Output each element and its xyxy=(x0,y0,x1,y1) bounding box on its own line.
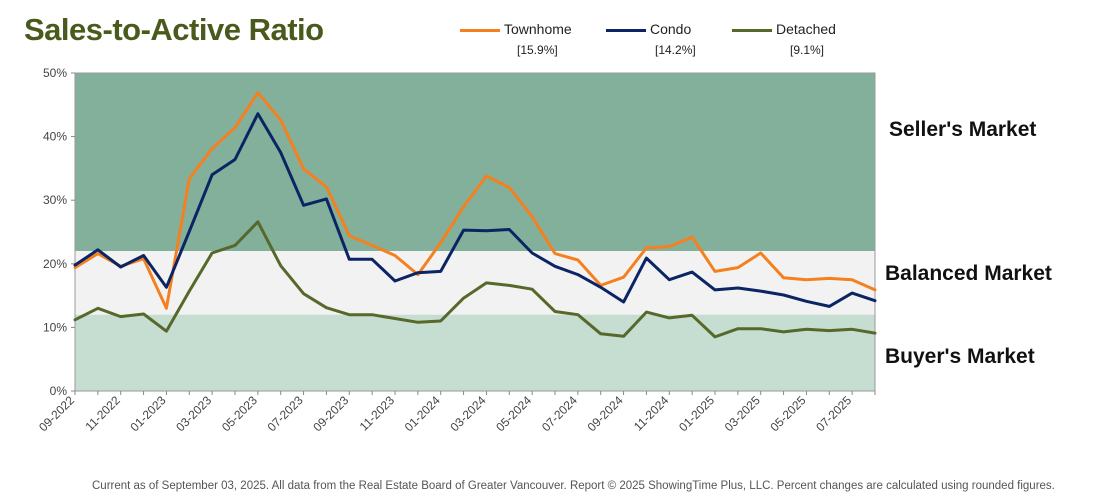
x-tick-label: 07-2024 xyxy=(539,393,580,434)
y-axis: 0% 10% 20% 30% 40% 50% xyxy=(43,66,75,398)
legend-townhome: Townhome xyxy=(460,21,572,37)
x-tick-label: 09-2023 xyxy=(310,393,351,434)
x-tick-label: 07-2025 xyxy=(813,393,854,434)
legend-condo: Condo xyxy=(606,21,691,37)
zone-label-sellers: Seller's Market xyxy=(889,118,1037,141)
x-tick-label: 09-2024 xyxy=(585,393,626,434)
x-tick-label: 01-2025 xyxy=(676,393,717,434)
legend-label-townhome: Townhome xyxy=(504,21,572,37)
x-axis: 09-2022 11-2022 01-2023 03-2023 05-2023 07-20… xyxy=(36,391,876,434)
series-line-condo xyxy=(73,112,877,308)
y-tick-label: 20% xyxy=(43,257,67,271)
legend-label-condo: Condo xyxy=(650,21,692,37)
y-tick-label: 40% xyxy=(43,130,67,144)
legend-swatch-townhome xyxy=(460,28,500,32)
legend-pct-detached: [9.1%] xyxy=(790,43,825,57)
zone-sellers xyxy=(75,73,875,252)
x-tick-label: 07-2023 xyxy=(265,393,306,434)
x-tick-label: 03-2025 xyxy=(722,393,763,434)
series-line-townhome xyxy=(73,91,877,310)
x-tick-label: 05-2024 xyxy=(493,393,534,434)
zone-label-buyers: Buyer's Market xyxy=(885,345,1035,368)
y-tick-label: 0% xyxy=(50,384,68,398)
x-tick-label: 11-2022 xyxy=(82,393,123,434)
legend-swatch-detached xyxy=(732,28,772,32)
x-tick-label: 03-2024 xyxy=(448,393,489,434)
x-tick-label: 05-2025 xyxy=(768,393,809,434)
y-tick-label: 50% xyxy=(43,66,67,80)
x-tick-label: 03-2023 xyxy=(173,393,214,434)
series-line-detached xyxy=(73,220,877,339)
chart-title: Sales-to-Active Ratio xyxy=(24,12,324,47)
legend-label-detached: Detached xyxy=(776,21,836,37)
series-lines xyxy=(73,91,877,339)
legend-swatch-condo xyxy=(606,28,646,32)
legend-pct-condo: [14.2%] xyxy=(655,43,696,57)
x-tick-label: 01-2024 xyxy=(402,393,443,434)
plot-border xyxy=(74,72,876,392)
legend-pct-townhome: [15.9%] xyxy=(517,43,558,57)
legend-detached: Detached xyxy=(732,21,836,37)
market-zones xyxy=(74,72,876,392)
y-tick-label: 10% xyxy=(43,320,67,334)
x-tick-label: 11-2023 xyxy=(357,393,398,434)
footer-note: Current as of September 03, 2025. All da… xyxy=(92,480,1055,492)
zone-label-balanced: Balanced Market xyxy=(885,262,1052,285)
y-tick-label: 30% xyxy=(43,193,67,207)
x-tick-label: 01-2023 xyxy=(128,393,169,434)
line-chart: 0%10%20%30%40%50% 09-2022 11-2022 01-2023 0… xyxy=(36,66,877,434)
x-tick-label: 11-2024 xyxy=(631,393,672,434)
x-tick-label: 05-2023 xyxy=(219,393,260,434)
x-tick-label: 09-2022 xyxy=(36,393,77,434)
zone-buyers xyxy=(75,314,875,391)
